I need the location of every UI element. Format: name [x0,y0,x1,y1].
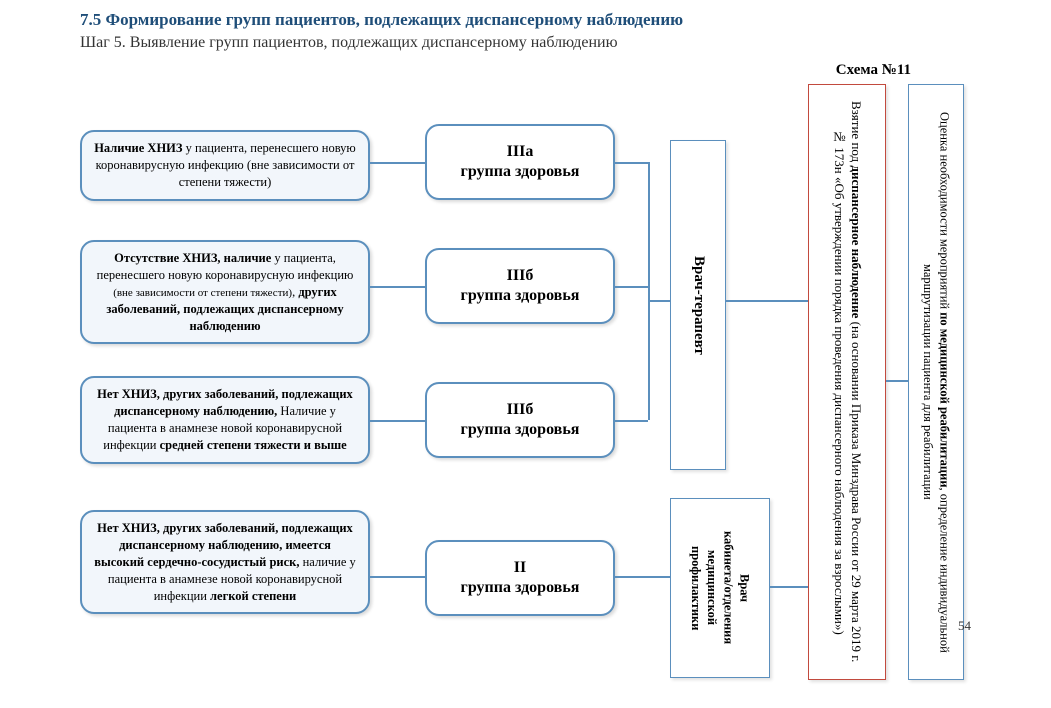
rehab-text: Оценка необходимости мероприятий по меди… [916,85,957,679]
section-title: 7.5 Формирование групп пациентов, подлеж… [80,10,1051,30]
connector-trunk [648,162,650,420]
condition-box-4: Нет ХНИЗ, других заболеваний, подлежащих… [80,510,370,614]
dispensary-box: Взятие под диспансерное наблюдение (на о… [808,84,886,680]
connector [615,286,648,288]
connector [615,162,648,164]
group-box-4: IIгруппа здоровья [425,540,615,616]
connector [648,300,670,302]
doctor-therapist-box: Врач-терапевт [670,140,726,470]
section-subtitle: Шаг 5. Выявление групп пациентов, подлеж… [80,34,1051,52]
group-box-3: IIIбгруппа здоровья [425,382,615,458]
connector [886,380,908,382]
dispensary-text: Взятие под диспансерное наблюдение (на о… [826,85,868,679]
connector [370,576,425,578]
connector [370,420,425,422]
condition-box-1: Наличие ХНИЗ у пациента, перенесшего нов… [80,130,370,201]
connector [370,286,425,288]
connector [770,586,808,588]
group-box-1: IIIагруппа здоровья [425,124,615,200]
condition-box-2: Отсутствие ХНИЗ, наличие у пациента, пер… [80,240,370,344]
group-box-2: IIIбгруппа здоровья [425,248,615,324]
connector [615,420,648,422]
scheme-number: Схема №11 [836,62,911,79]
rehab-box: Оценка необходимости мероприятий по меди… [908,84,964,680]
doctor-therapist-label: Врач-терапевт [684,248,712,363]
doctor-prof-box: Врачкабинета/отделениямедицинскойпрофила… [670,498,770,678]
doctor-prof-label: Врачкабинета/отделениямедицинскойпрофила… [684,523,757,652]
condition-box-3: Нет ХНИЗ, других заболеваний, подлежащих… [80,376,370,464]
connector [370,162,425,164]
connector [615,576,670,578]
page-number: 54 [958,618,971,634]
connector [726,300,808,302]
